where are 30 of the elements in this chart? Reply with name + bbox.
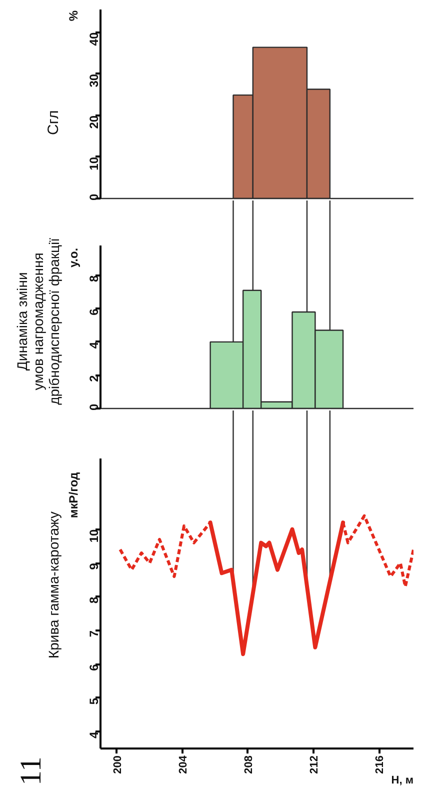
- y-tick-label: 4: [87, 731, 101, 738]
- y-tick-label: 40: [87, 32, 101, 46]
- y-tick-label: 20: [87, 115, 101, 129]
- text: Крива гамма-каротажу: [46, 511, 62, 659]
- x-tick-label: 212: [308, 755, 321, 774]
- x-tick-label: 204: [177, 754, 190, 774]
- y-tick-label: 0: [87, 404, 101, 410]
- text: Динаміка зміни умов нагромадження дрібнодисперсної фракції: [14, 238, 62, 405]
- y-tick-label: 6: [87, 308, 101, 316]
- text: Cгл: [45, 110, 62, 135]
- y-tick-label: 10: [87, 156, 101, 170]
- x-tick-label: 208: [242, 755, 255, 774]
- y-tick-label: 0: [87, 194, 101, 200]
- y-tick-label: 2: [87, 374, 101, 382]
- text: 11: [14, 756, 48, 786]
- y-tick-label: 9: [87, 562, 101, 570]
- y-tick-label: 4: [87, 342, 101, 349]
- y-axis-title: мкР/год: [66, 472, 80, 518]
- y-axis-title: %: [66, 10, 80, 22]
- x-axis-title: Н, м: [391, 774, 414, 786]
- x-tick-label: 200: [112, 755, 124, 774]
- y-tick-label: 5: [87, 698, 101, 705]
- y-tick-label: 10: [87, 528, 101, 543]
- y-tick-label: 6: [87, 664, 101, 671]
- y-axis-title: у.о.: [66, 248, 80, 268]
- y-tick-label: 7: [87, 630, 101, 638]
- y-tick-label: 8: [87, 275, 101, 282]
- y-tick-label: 8: [87, 596, 101, 604]
- y-tick-label: 30: [87, 74, 101, 88]
- x-tick-label: 216: [374, 755, 386, 774]
